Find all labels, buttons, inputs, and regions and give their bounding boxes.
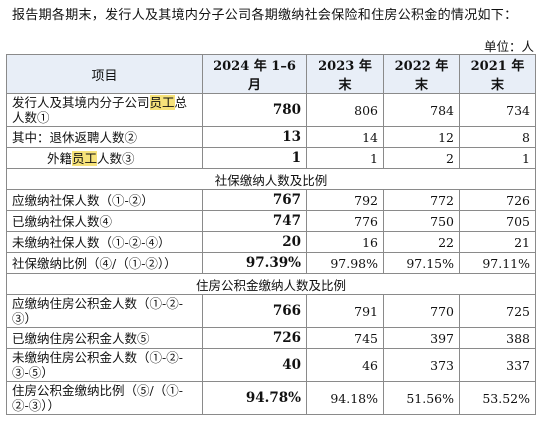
cell-value: 792 xyxy=(306,189,384,211)
header-item: 项目 xyxy=(6,54,203,94)
cell-value: 53.52% xyxy=(459,381,536,415)
table-row: 住房公积金缴纳比例（⑤/（①-②-③）） 94.78% 94.18% 51.56… xyxy=(6,381,536,415)
cell-value: 770 xyxy=(383,294,460,328)
header-row: 项目 2024 年 1–6 月 2023 年末 2022 年末 2021 年末 xyxy=(6,54,536,94)
cell-value: 772 xyxy=(383,189,460,211)
row-label: 社保缴纳比例（④/（①-②）） xyxy=(6,252,203,274)
section-row: 社保缴纳人数及比例 xyxy=(6,168,536,190)
section-row: 住房公积金缴纳人数及比例 xyxy=(6,273,536,295)
cell-value: 1 xyxy=(459,147,536,169)
row-label: 发行人及其境内分子公司员工总人数① xyxy=(6,93,203,127)
cell-value: 8 xyxy=(459,126,536,148)
section-title: 社保缴纳人数及比例 xyxy=(6,168,536,190)
intro-text: 报告期各期末，发行人及其境内分子公司各期缴纳社会保险和住房公积金的情况如下： xyxy=(12,8,518,23)
cell-value: 1 xyxy=(202,147,307,169)
row-label: 应缴纳住房公积金人数（①-②-③） xyxy=(6,294,203,328)
cell-value: 725 xyxy=(459,294,536,328)
cell-value: 97.11% xyxy=(459,252,536,274)
cell-value: 791 xyxy=(306,294,384,328)
header-2024h1: 2024 年 1–6 月 xyxy=(202,54,307,94)
table-row: 外籍员工人数③ 1 1 2 1 xyxy=(6,147,536,169)
cell-value: 2 xyxy=(383,147,460,169)
cell-value: 12 xyxy=(383,126,460,148)
cell-value: 97.98% xyxy=(306,252,384,274)
cell-value: 776 xyxy=(306,210,384,232)
table-row: 已缴纳社保人数④ 747 776 750 705 xyxy=(6,210,536,232)
highlight-mark: 员工 xyxy=(72,150,98,166)
cell-value: 388 xyxy=(459,327,536,349)
table-row: 应缴纳住房公积金人数（①-②-③） 766 791 770 725 xyxy=(6,294,536,328)
cell-value: 397 xyxy=(383,327,460,349)
cell-value: 97.39% xyxy=(202,252,307,274)
row-label: 外籍员工人数③ xyxy=(6,147,203,169)
row-label: 住房公积金缴纳比例（⑤/（①-②-③）） xyxy=(6,381,203,415)
cell-value: 747 xyxy=(202,210,307,232)
cell-value: 784 xyxy=(383,93,460,127)
table-row: 应缴纳社保人数（①-②） 767 792 772 726 xyxy=(6,189,536,211)
table-row: 已缴纳住房公积金人数⑤ 726 745 397 388 xyxy=(6,327,536,349)
row-label: 未缴纳住房公积金人数（①-②-③-⑤） xyxy=(6,348,203,382)
cell-value: 337 xyxy=(459,348,536,382)
cell-value: 767 xyxy=(202,189,307,211)
table-row: 其中：退休返聘人数② 13 14 12 8 xyxy=(6,126,536,148)
cell-value: 14 xyxy=(306,126,384,148)
section-title: 住房公积金缴纳人数及比例 xyxy=(6,273,536,295)
cell-value: 726 xyxy=(202,327,307,349)
table-row: 未缴纳社保人数（①-②-④） 20 16 22 21 xyxy=(6,231,536,253)
cell-value: 766 xyxy=(202,294,307,328)
cell-value: 373 xyxy=(383,348,460,382)
unit-label: 单位：人 xyxy=(483,39,534,54)
cell-value: 22 xyxy=(383,231,460,253)
cell-value: 51.56% xyxy=(383,381,460,415)
row-label: 已缴纳住房公积金人数⑤ xyxy=(6,327,203,349)
cell-value: 705 xyxy=(459,210,536,232)
table-row: 发行人及其境内分子公司员工总人数① 780 806 784 734 xyxy=(6,93,536,127)
header-2022: 2022 年末 xyxy=(383,54,460,94)
cell-value: 20 xyxy=(202,231,307,253)
cell-value: 750 xyxy=(383,210,460,232)
cell-value: 806 xyxy=(306,93,384,127)
cell-value: 1 xyxy=(306,147,384,169)
cell-value: 734 xyxy=(459,93,536,127)
social-insurance-table: 项目 2024 年 1–6 月 2023 年末 2022 年末 2021 年末 … xyxy=(6,54,536,415)
cell-value: 97.15% xyxy=(383,252,460,274)
row-label: 其中：退休返聘人数② xyxy=(6,126,203,148)
cell-value: 726 xyxy=(459,189,536,211)
header-2021: 2021 年末 xyxy=(459,54,536,94)
cell-value: 13 xyxy=(202,126,307,148)
cell-value: 780 xyxy=(202,93,307,127)
cell-value: 46 xyxy=(306,348,384,382)
row-label: 应缴纳社保人数（①-②） xyxy=(6,189,203,211)
row-label: 已缴纳社保人数④ xyxy=(6,210,203,232)
cell-value: 16 xyxy=(306,231,384,253)
header-2023: 2023 年末 xyxy=(306,54,384,94)
cell-value: 94.18% xyxy=(306,381,384,415)
cell-value: 94.78% xyxy=(202,381,307,415)
cell-value: 21 xyxy=(459,231,536,253)
table-row: 未缴纳住房公积金人数（①-②-③-⑤） 40 46 373 337 xyxy=(6,348,536,382)
row-label: 未缴纳社保人数（①-②-④） xyxy=(6,231,203,253)
table-row: 社保缴纳比例（④/（①-②）） 97.39% 97.98% 97.15% 97.… xyxy=(6,252,536,274)
cell-value: 40 xyxy=(202,348,307,382)
highlight-mark: 员工 xyxy=(149,95,175,110)
cell-value: 745 xyxy=(306,327,384,349)
